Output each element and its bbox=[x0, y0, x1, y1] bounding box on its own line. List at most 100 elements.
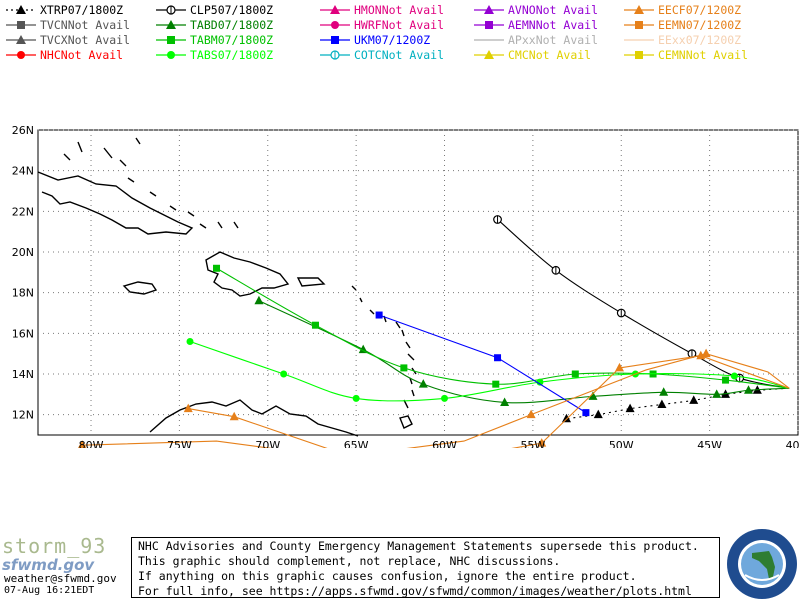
track-point bbox=[593, 409, 603, 419]
track-point bbox=[352, 394, 360, 402]
legend-status: 07/1200Z bbox=[374, 33, 431, 47]
legend-item-nhc: NHC Not Avail bbox=[2, 48, 123, 62]
sfwmd-seal-logo bbox=[727, 529, 797, 599]
legend-label: CEMN bbox=[658, 48, 686, 62]
legend-item-tvcx: TVCX Not Avail bbox=[2, 33, 130, 47]
legend-status: 07/1200Z bbox=[685, 18, 742, 32]
hispaniola-coast bbox=[205, 251, 290, 297]
square-icon bbox=[156, 36, 186, 44]
square-icon bbox=[624, 21, 654, 29]
map-frame bbox=[37, 129, 799, 436]
track-point bbox=[400, 364, 408, 372]
legend-item-hmon: HMON Not Avail bbox=[316, 3, 444, 17]
track-point bbox=[536, 378, 544, 386]
track-point bbox=[722, 376, 730, 384]
track-point bbox=[500, 397, 510, 406]
lat-label: 14N bbox=[12, 368, 34, 381]
legend-label: CLP5 bbox=[190, 3, 218, 17]
square-icon bbox=[624, 51, 654, 59]
legend-status: Not Avail bbox=[60, 48, 124, 62]
lat-label: 18N bbox=[12, 287, 34, 300]
track-point bbox=[537, 438, 547, 447]
trinidad-coast bbox=[399, 415, 413, 429]
circle-icon bbox=[320, 21, 350, 29]
legend-label: HMON bbox=[354, 3, 382, 17]
legend-item-xtrp: XTRP 07/1800Z bbox=[2, 3, 123, 17]
square-icon bbox=[6, 21, 36, 29]
track-eecf bbox=[183, 350, 790, 448]
legend-status: Not Avail bbox=[67, 33, 131, 47]
jamaica-coast bbox=[122, 281, 158, 295]
triangle-icon bbox=[474, 50, 504, 59]
track-point bbox=[689, 395, 699, 404]
track-point bbox=[588, 391, 598, 400]
disclaimer-link-line[interactable]: For full info, see https://apps.sfwmd.go… bbox=[138, 584, 692, 598]
triangle-icon bbox=[474, 5, 504, 14]
track-point bbox=[582, 409, 590, 417]
triangle-icon bbox=[320, 5, 350, 14]
track-point bbox=[254, 295, 264, 305]
legend-item-cemn: CEMN Not Avail bbox=[620, 48, 748, 62]
legend-status: Not Avail bbox=[535, 33, 599, 47]
track-line bbox=[188, 355, 790, 448]
legend-item-clp5: CLP5 07/1800Z bbox=[152, 3, 273, 17]
track-point bbox=[657, 399, 667, 408]
lon-label: 45W bbox=[697, 439, 722, 448]
circle-line-icon bbox=[156, 5, 186, 15]
legend-status: 07/1800Z bbox=[67, 3, 124, 17]
legend-label: XTRP bbox=[40, 3, 68, 17]
legend-label: CMC bbox=[508, 48, 529, 62]
legend-item-tabd: TABD 07/1800Z bbox=[152, 18, 273, 32]
legend-label: APxx bbox=[508, 33, 536, 47]
sfwmd-logo-text: sfwmd.gov bbox=[2, 556, 95, 574]
legend-status: Not Avail bbox=[381, 18, 445, 32]
legend-label: TVCX bbox=[40, 33, 68, 47]
lon-label: 55W bbox=[520, 439, 545, 448]
legend-item-ukm: UKM 07/1200Z bbox=[316, 33, 430, 47]
track-point bbox=[358, 344, 368, 354]
bahamas-coast bbox=[63, 137, 239, 229]
legend-item-cmc: CMC Not Avail bbox=[470, 48, 591, 62]
track-point bbox=[186, 337, 194, 345]
axis-labels: 26N 24N 22N 20N 18N 16N 14N 12N 80W 75W 70W 65W 60W 5… bbox=[12, 124, 800, 448]
lat-label: 22N bbox=[12, 205, 34, 218]
line-icon bbox=[624, 39, 654, 41]
legend-status: Not Avail bbox=[685, 48, 749, 62]
lat-label: 16N bbox=[12, 327, 34, 340]
track-point bbox=[730, 372, 738, 380]
legend-label: AVNO bbox=[508, 3, 536, 17]
legend-status: 07/1800Z bbox=[217, 3, 274, 17]
track-point bbox=[375, 311, 383, 319]
puerto-rico-coast bbox=[296, 277, 326, 287]
legend-label: EExx bbox=[658, 33, 686, 47]
track-ukm bbox=[375, 311, 590, 417]
lon-label: 70W bbox=[255, 439, 280, 448]
legend-status: 07/1800Z bbox=[217, 33, 274, 47]
track-point bbox=[311, 321, 319, 329]
lat-label: 26N bbox=[12, 124, 34, 137]
legend-status: Not Avail bbox=[535, 18, 599, 32]
track-line bbox=[189, 340, 790, 402]
track-line bbox=[566, 387, 790, 420]
track-point bbox=[614, 362, 624, 372]
legend-item-tabm: TABM 07/1800Z bbox=[152, 33, 273, 47]
legend-item-aemn: AEMN Not Avail bbox=[470, 18, 598, 32]
contact-email[interactable]: weather@sfwmd.gov bbox=[4, 572, 117, 585]
track-point bbox=[229, 411, 239, 421]
legend-item-tvcn: TVCN Not Avail bbox=[2, 18, 130, 32]
forecast-tracks bbox=[78, 215, 790, 448]
disclaimer-box: NHC Advisories and County Emergency Mana… bbox=[131, 537, 720, 598]
cuba-coast bbox=[37, 171, 194, 235]
track-point bbox=[183, 403, 193, 413]
track-point bbox=[526, 409, 536, 419]
track-point bbox=[659, 387, 669, 396]
triangle-icon bbox=[624, 5, 654, 14]
legend-label: EECF bbox=[658, 3, 686, 17]
legend-status: 07/1800Z bbox=[217, 48, 274, 62]
legend-status: Not Avail bbox=[67, 18, 131, 32]
track-map: 26N 24N 22N 20N 18N 16N 14N 12N 80W 75W 70W 65W 60W 5… bbox=[12, 124, 800, 448]
track-point bbox=[492, 380, 500, 388]
legend-item-apxx: APxx Not Avail bbox=[470, 33, 598, 47]
legend-label: EEMN bbox=[658, 18, 686, 32]
lon-label: 50W bbox=[609, 439, 634, 448]
